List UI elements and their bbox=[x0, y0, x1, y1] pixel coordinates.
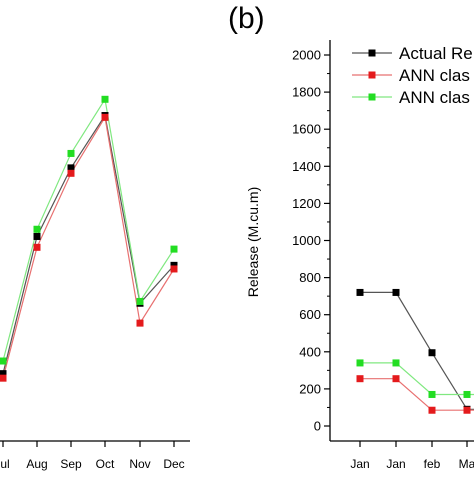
panel-b-series-0-point-0 bbox=[357, 289, 364, 296]
panel-a-series-2-point-0 bbox=[0, 358, 7, 365]
panel-b-series-2-point-1 bbox=[393, 359, 400, 366]
panel-b-y-tick-label-0: 0 bbox=[314, 419, 321, 434]
panel-b-legend-label-2: ANN clas bbox=[399, 88, 470, 107]
panel-a-series-2-point-4 bbox=[137, 298, 144, 305]
panel-b-legend-label-0: Actual Re bbox=[399, 44, 473, 63]
panel-b-series-1-point-3 bbox=[464, 407, 471, 414]
panel-b-y-tick-label-3: 600 bbox=[299, 307, 321, 322]
panel-a-series-2-point-5 bbox=[171, 246, 178, 253]
panel-b-y-tick-label-10: 2000 bbox=[292, 48, 321, 63]
panel-a-axes bbox=[0, 441, 190, 447]
panel-a-chart: ul Aug Sep Oct Nov Dec bbox=[0, 96, 190, 471]
panel-b-series-1-point-2 bbox=[429, 407, 436, 414]
panel-b-y-tick-label-8: 1600 bbox=[292, 122, 321, 137]
panel-a-series-1-point-4 bbox=[137, 320, 144, 327]
panel-b-series-2-point-3 bbox=[464, 391, 471, 398]
panel-b-y-tick-label-6: 1200 bbox=[292, 196, 321, 211]
panel-b-x-tick-labels: JanJanfebMaMa bbox=[350, 457, 474, 471]
panel-a-series-1-point-5 bbox=[171, 265, 178, 272]
panel-b-series-2-point-0 bbox=[357, 359, 364, 366]
panel-a-series-2-point-3 bbox=[102, 96, 109, 103]
panel-a-series-2-point-1 bbox=[34, 226, 41, 233]
panel-b-x-tick-label-1: Jan bbox=[386, 457, 405, 471]
panel-b-y-tick-label-5: 1000 bbox=[292, 233, 321, 248]
panel-a-x-tick-label-2: Sep bbox=[60, 457, 82, 471]
panel-b-y-tick-label-4: 800 bbox=[299, 270, 321, 285]
panel-a-x-tick-label-5: Dec bbox=[163, 457, 184, 471]
panel-a-x-tick-label-0: ul bbox=[0, 457, 9, 471]
panel-a-series-1-line bbox=[3, 117, 174, 378]
panel-b-series-2-point-2 bbox=[429, 391, 436, 398]
panel-b-y-axis-label: Release (M.cu.m) bbox=[245, 187, 261, 297]
panel-a-x-tick-labels: ul Aug Sep Oct Nov Dec bbox=[0, 457, 184, 471]
panel-a-series-1-point-0 bbox=[0, 375, 7, 382]
panel-a-series-1-point-3 bbox=[102, 114, 109, 121]
panel-a-series-0-point-1 bbox=[34, 233, 41, 240]
panel-b-label: (b) bbox=[228, 2, 265, 35]
panel-a-markers bbox=[0, 96, 178, 382]
panel-b-series-1-point-1 bbox=[393, 375, 400, 382]
panel-b-legend-marker-0 bbox=[369, 50, 376, 57]
panel-b-legend-label-1: ANN clas bbox=[399, 66, 470, 85]
panel-a-series-1-point-2 bbox=[68, 170, 75, 177]
panel-b-series-0-line bbox=[360, 292, 474, 409]
panel-a-series-2-point-2 bbox=[68, 150, 75, 157]
panel-b-y-tick-labels: 0 200 400 600 800 1000 1200 1400 1600 1800 2000 bbox=[292, 48, 321, 434]
panel-b-x-tick-label-0: Jan bbox=[350, 457, 369, 471]
panel-b-x-tick-label-3: Ma bbox=[459, 457, 474, 471]
panel-b-lines bbox=[360, 292, 474, 410]
panel-b-series-1-point-0 bbox=[357, 375, 364, 382]
panel-b-series-0-point-2 bbox=[429, 349, 436, 356]
panel-b-legend-marker-1 bbox=[369, 72, 376, 79]
panel-a-series-2-line bbox=[3, 99, 174, 361]
panel-a-series-0-line bbox=[3, 116, 174, 374]
panel-b-y-tick-label-9: 1800 bbox=[292, 85, 321, 100]
panel-a-series-1-point-1 bbox=[34, 244, 41, 251]
panel-b-series-0-point-1 bbox=[393, 289, 400, 296]
panel-b-legend: Actual Re ANN clas ANN clas bbox=[352, 44, 473, 107]
panel-b-y-tick-label-1: 200 bbox=[299, 381, 321, 396]
panel-a-x-tick-label-4: Nov bbox=[129, 457, 150, 471]
panel-a-x-tick-label-3: Oct bbox=[96, 457, 115, 471]
panel-b-x-tick-label-2: feb bbox=[424, 457, 441, 471]
panel-a-lines bbox=[3, 99, 174, 378]
panel-b-legend-marker-2 bbox=[369, 94, 376, 101]
panel-b-y-tick-label-2: 400 bbox=[299, 344, 321, 359]
panel-b-chart: (b) Release (M.cu.m) 0 200 400 600 800 1000 12… bbox=[228, 2, 474, 471]
panel-b-y-tick-label-7: 1400 bbox=[292, 159, 321, 174]
panel-a-x-tick-label-1: Aug bbox=[26, 457, 47, 471]
